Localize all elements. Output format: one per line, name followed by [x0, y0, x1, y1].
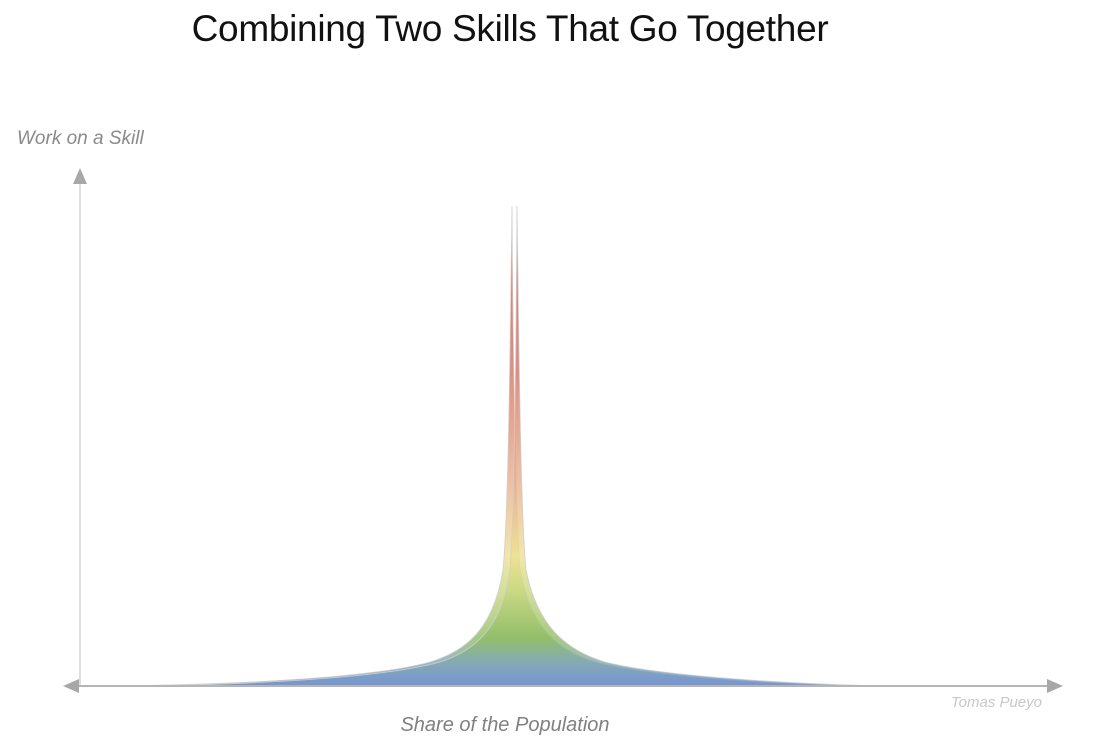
skill-curve-left: [119, 205, 861, 687]
diagram-title: Combining Two Skills That Go Together: [191, 8, 829, 49]
x-axis-label: Share of the Population: [400, 714, 610, 736]
y-axis-arrowhead: [73, 168, 87, 184]
x-axis-left-arrowhead: [63, 679, 79, 693]
author-credit: Tomas Pueyo: [950, 694, 1042, 711]
x-axis-right-arrowhead: [1047, 679, 1063, 693]
y-axis-label: Work on a Skill: [17, 128, 144, 149]
skill-curve-right: [139, 205, 886, 687]
